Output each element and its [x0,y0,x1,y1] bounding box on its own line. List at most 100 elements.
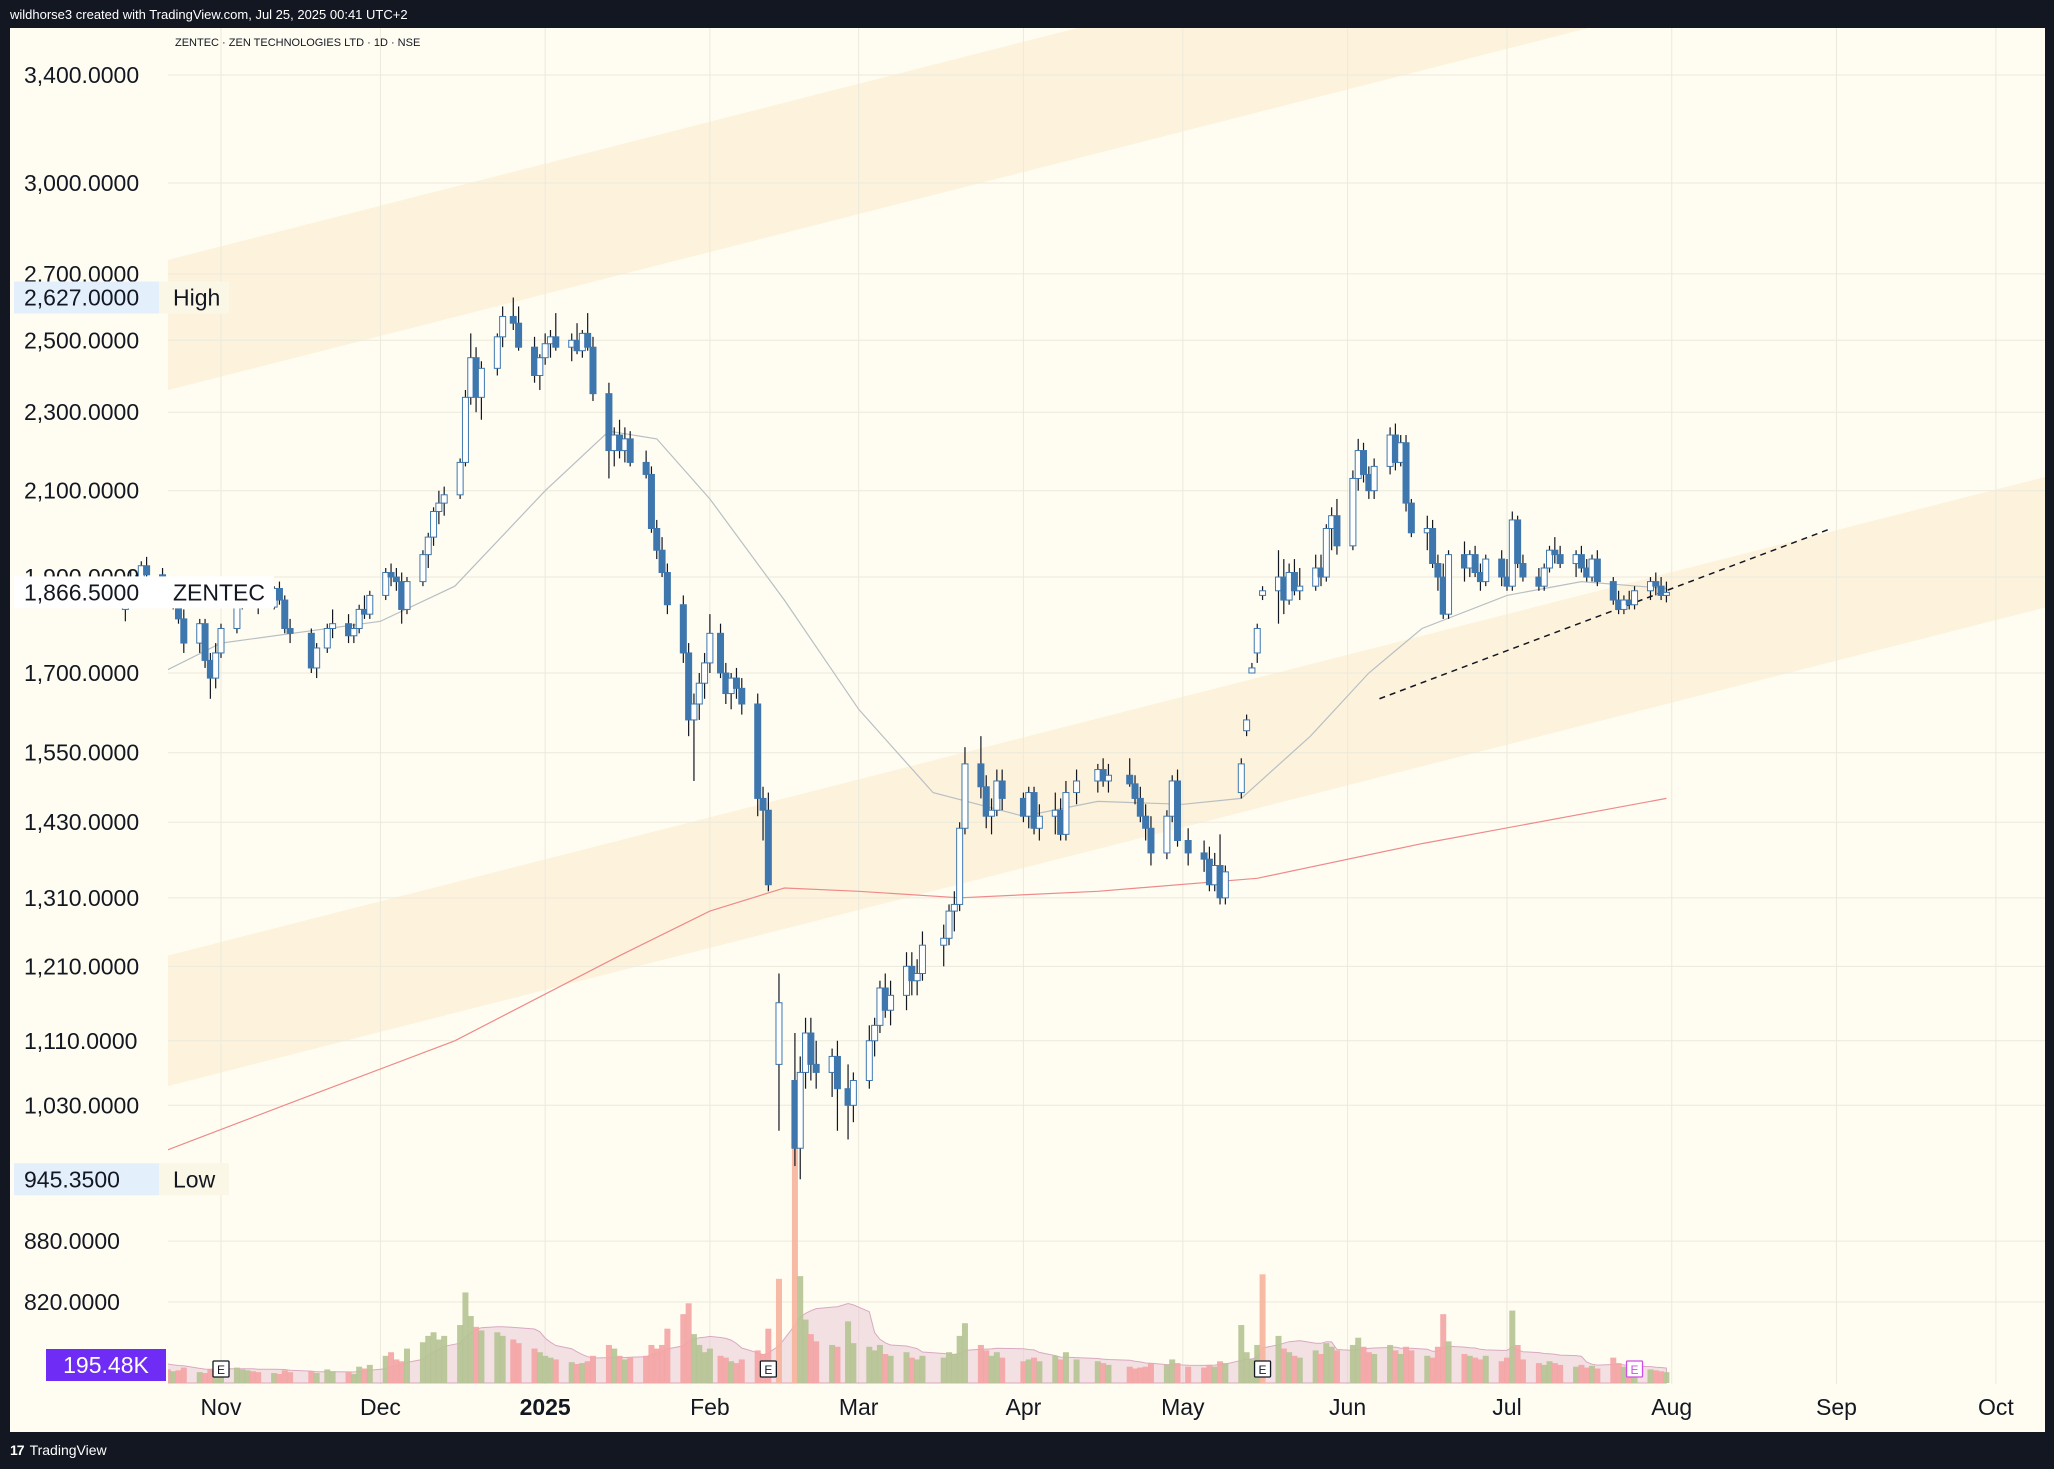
candle-body [849,1080,857,1106]
moving-averages [168,430,1667,1151]
candle [1657,577,1665,601]
candle-body [1577,554,1585,569]
trendline[interactable] [1379,527,1832,700]
candle-body [201,623,209,661]
grid [168,28,2045,1384]
candle-body [350,627,358,637]
volume-bar [1349,1344,1356,1383]
credit-text: wildhorse3 created with TradingView.com,… [10,7,408,22]
volume-bar [850,1343,857,1383]
candle [456,458,464,499]
candle [313,643,321,679]
candle-body [541,343,549,359]
volume-bar [345,1372,352,1383]
candle [1333,498,1341,555]
candle [536,354,544,390]
candle-body [430,510,438,538]
price-axis[interactable]: 3,400.00003,000.00002,700.00002,500.0000… [24,62,139,1315]
earnings-marker-box [759,1360,777,1378]
earnings-marker: E [1625,1360,1644,1378]
candle-body [1652,581,1660,587]
volume-bar [1429,1357,1436,1383]
earnings-marker: E [1253,1360,1272,1378]
candle [626,431,634,467]
candle [1482,554,1490,587]
candle [1184,828,1192,866]
candle-body [764,809,772,886]
candle-body [1657,585,1665,596]
chart-frame[interactable]: E E E E 3,400.0000 3,000.0000 2,700.0000 2,500… [10,28,2045,1432]
volume-bar [1073,1359,1080,1383]
candle-body [509,315,517,324]
volume-bar [271,1373,278,1383]
time-axis[interactable]: Nov Dec 2025 Feb Mar Apr May Jun Jul Aug Sep Oct [201,1394,2015,1420]
candle [988,798,996,835]
candle-body [281,599,289,629]
candle-body [1322,527,1330,578]
price-label-text: ZENTEC [173,579,265,605]
candle-body [717,632,725,674]
volume-bar [574,1363,581,1383]
volume-bar [1328,1346,1335,1383]
candle-body [754,703,762,799]
candle-body [552,336,560,348]
price-label-value: 1,866.5000 [24,579,139,605]
bottom-bar: 17 TradingView [0,1432,2054,1469]
candle-body [759,797,767,811]
candle [286,618,294,644]
candle [1471,545,1479,578]
candle [509,297,517,330]
volume-bar [1318,1354,1325,1383]
price-label-high: 2,627.0000 High [14,281,229,314]
candle [1445,550,1453,619]
candle [961,747,969,835]
candle-body [1248,667,1256,674]
x-tick-label: Apr [1006,1394,1042,1420]
candle-body [1551,549,1559,556]
candle [461,389,469,467]
x-tick-label: Jun [1329,1394,1366,1420]
volume-bar [313,1373,320,1383]
candle [1290,559,1298,596]
candle-body [647,473,655,529]
earnings-marker: E [759,1360,777,1378]
volume-bar [1466,1355,1473,1383]
candle-body [940,937,948,946]
earnings-marker-label: E [217,1363,225,1377]
price-label-value-box [14,576,159,609]
candle [977,736,985,799]
x-tick-label: Sep [1816,1394,1857,1420]
volume-bar [1142,1366,1149,1383]
chart-svg[interactable]: E E E E 3,400.00003,000.00002,700.00002,500… [10,28,2045,1432]
volume-bar [589,1355,596,1383]
candle [1349,470,1357,551]
volume-bar [728,1361,735,1383]
tradingview-logo[interactable]: 17 TradingView [10,1442,107,1458]
volume-bar [1578,1364,1585,1383]
volume-bar [584,1361,591,1383]
volume-bar [249,1371,256,1383]
volume-bar [1201,1367,1208,1383]
candle-body [323,627,331,649]
volume-bar [398,1361,405,1383]
price-label-text: Low [173,1166,216,1192]
volume-bar [956,1335,963,1383]
volume-bar [621,1359,628,1383]
candle-body [1349,477,1357,547]
candle [1402,435,1410,512]
volume-bar [1296,1357,1303,1383]
volume-bar [1615,1363,1622,1383]
volume-bar [951,1354,958,1383]
candle [180,609,188,653]
candle-body [1243,719,1251,732]
tradingview-brand: TradingView [29,1442,107,1458]
candle [477,361,485,420]
candle-body [913,972,921,982]
candle-body [1482,558,1490,583]
candle [275,581,283,605]
volume-bar [1360,1346,1367,1383]
volume-bar [845,1321,852,1383]
candle [584,313,592,351]
y-tick-label: 3,000.0000 [24,170,139,196]
